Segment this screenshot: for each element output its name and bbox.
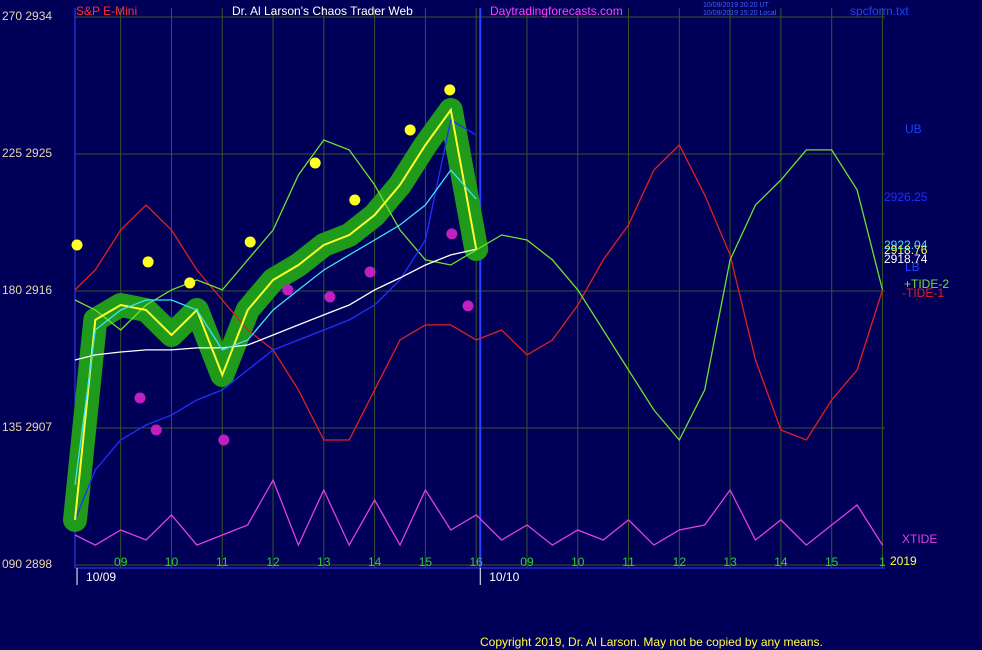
- pivot-dot: [404, 124, 416, 136]
- band-label: LB: [905, 260, 920, 274]
- day-label: 10/10: [489, 570, 519, 584]
- chart-title: Dr. Al Larson's Chaos Trader Web: [232, 4, 413, 18]
- x-tick-label: 12: [673, 555, 687, 569]
- x-tick-label: 15: [419, 555, 433, 569]
- grid: [74, 8, 885, 585]
- pivot-dot: [309, 157, 321, 169]
- x-tick-label: 09: [520, 555, 534, 569]
- pivot-dot: [324, 291, 336, 303]
- x-tick-label: 14: [368, 555, 382, 569]
- pivot-dot: [71, 239, 83, 251]
- series-line: [74, 107, 478, 521]
- series-line: [74, 143, 884, 441]
- x-tick-label: 13: [317, 555, 331, 569]
- band-label: UB: [905, 122, 922, 136]
- series-line: [74, 168, 477, 485]
- website: Daytradingforecasts.com: [490, 4, 623, 18]
- y-tick-label: 135 2907: [2, 420, 52, 434]
- year: 2019: [890, 554, 917, 568]
- pivot-dot: [184, 277, 196, 289]
- x-tick-label: 14: [774, 555, 788, 569]
- x-tick-label: 16: [470, 555, 484, 569]
- legend-label: XTIDE: [902, 532, 937, 546]
- pivot-dot: [282, 284, 294, 296]
- series-line: [74, 118, 477, 521]
- end-value-label: 2926.25: [884, 190, 928, 204]
- x-tick-label: 10: [165, 555, 179, 569]
- pivot-dot: [150, 424, 162, 436]
- end-value-label: 2918.76: [884, 243, 928, 257]
- y-tick-label: 225 2925: [2, 146, 52, 160]
- pivot-dot: [444, 84, 456, 96]
- x-tick-label: 13: [723, 555, 737, 569]
- pivot-dot: [218, 434, 230, 446]
- pivot-dot: [364, 266, 376, 278]
- timestamp: 10/09/2019 20:20 UT: [703, 2, 769, 9]
- x-tick-label: 11: [216, 555, 229, 569]
- legend-label: +TIDE-2: [904, 277, 949, 291]
- end-value-label: 2922.04: [884, 238, 928, 252]
- plot: [63, 84, 884, 547]
- pivot-dot: [446, 228, 458, 240]
- symbol: S&P E-Mini: [76, 4, 137, 18]
- y-tick-label: 090 2898: [2, 557, 52, 571]
- pivot-dot: [134, 392, 146, 404]
- x-tick-label: 1: [879, 555, 886, 569]
- x-tick-label: 15: [825, 555, 839, 569]
- pivot-dot: [244, 236, 256, 248]
- legend-label: -TIDE-1: [902, 286, 944, 300]
- series-line: [74, 248, 477, 361]
- file-name: spcform.txt: [850, 4, 909, 18]
- pivot-dot: [142, 256, 154, 268]
- pivot-dot: [349, 194, 361, 206]
- x-tick-label: 10: [571, 555, 585, 569]
- pivot-dot: [462, 300, 474, 312]
- end-value-label: 2918.74: [884, 252, 928, 266]
- copyright: Copyright 2019, Dr. Al Larson. May not b…: [480, 635, 823, 649]
- timestamp: 10/09/2019 15:20 Local: [703, 10, 777, 17]
- x-tick-label: 09: [114, 555, 128, 569]
- y-tick-label: 180 2916: [2, 283, 52, 297]
- day-label: 10/09: [86, 570, 116, 584]
- y-tick-label: 270 2934: [2, 9, 52, 23]
- series-line: [74, 478, 884, 547]
- x-tick-label: 11: [622, 555, 635, 569]
- x-tick-label: 12: [266, 555, 280, 569]
